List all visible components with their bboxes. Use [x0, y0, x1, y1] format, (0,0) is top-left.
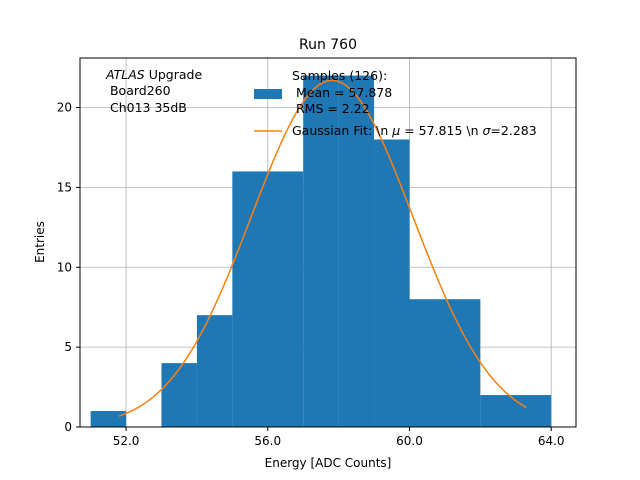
histogram-bar-0	[90, 411, 127, 427]
legend-histogram-swatch	[254, 89, 282, 99]
annotation-line-2: Board260	[106, 83, 171, 98]
annotation-upgrade: Upgrade	[145, 67, 203, 82]
gaussian-fit-line	[118, 79, 527, 417]
y-tick-label-1: 5	[64, 340, 72, 354]
x-tick-label-2: 60.0	[396, 434, 423, 448]
legend: Samples (126): Mean = 57.878 RMS = 2.22 …	[254, 68, 537, 138]
legend-fit-label: Gaussian Fit: \n μ = 57.815 \n σ=2.283	[292, 123, 537, 138]
x-tick-label-3: 64.0	[538, 434, 565, 448]
histogram-bar-7	[374, 139, 410, 427]
legend-fit-sigma: σ	[482, 123, 491, 138]
histogram-bar-8	[409, 299, 481, 427]
histogram-bar-4	[232, 171, 304, 427]
histogram-bars	[90, 75, 552, 428]
plot-frame	[79, 57, 577, 428]
histogram-bar-5	[303, 75, 339, 428]
atlas-annotation: ATLAS Upgrade Board260 Ch013 35dB	[105, 67, 202, 115]
legend-fit-part-2: = 57.815 \n	[400, 123, 482, 138]
legend-fit-mu: μ	[391, 123, 400, 138]
y-tick-label-0: 0	[64, 420, 72, 434]
annotation-atlas: ATLAS	[105, 67, 145, 82]
x-axis-label: Energy [ADC Counts]	[265, 456, 392, 470]
legend-fit-part-1: Gaussian Fit: \n	[292, 123, 392, 138]
annotation-line-1: ATLAS Upgrade	[105, 67, 202, 82]
legend-fit-part-3: =2.283	[490, 123, 536, 138]
histogram-bar-3	[196, 315, 233, 427]
y-tick-label-4: 20	[57, 101, 72, 115]
chart-title: Run 760	[299, 37, 357, 53]
y-axis-ticks: 0 5 10 15 20	[57, 101, 80, 434]
histogram-bar-6	[338, 75, 375, 428]
legend-samples-line-1: Samples (126):	[292, 68, 387, 83]
y-tick-label-3: 15	[57, 180, 72, 194]
y-tick-label-2: 10	[57, 260, 72, 274]
annotation-line-3: Ch013 35dB	[106, 100, 187, 115]
x-tick-label-1: 56.0	[254, 434, 281, 448]
x-axis-ticks: 52.0 56.0 60.0 64.0	[113, 427, 565, 448]
x-tick-label-0: 52.0	[113, 434, 140, 448]
y-axis-label: Entries	[33, 221, 47, 263]
legend-samples-line-3: RMS = 2.22	[292, 101, 370, 116]
legend-samples-line-2: Mean = 57.878	[292, 85, 392, 100]
histogram-bar-2	[161, 363, 197, 427]
